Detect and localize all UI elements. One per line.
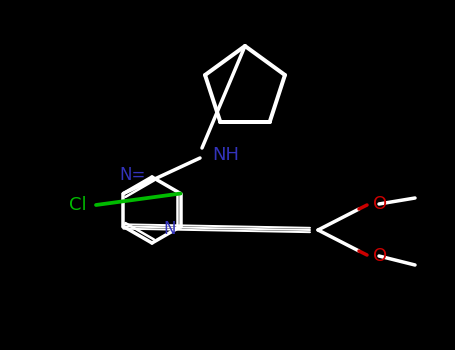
Text: Cl: Cl bbox=[69, 196, 87, 214]
Text: NH: NH bbox=[212, 146, 239, 164]
Text: O: O bbox=[373, 195, 387, 213]
Text: N=: N= bbox=[120, 166, 146, 184]
Text: O: O bbox=[373, 247, 387, 265]
Text: N: N bbox=[163, 219, 176, 238]
